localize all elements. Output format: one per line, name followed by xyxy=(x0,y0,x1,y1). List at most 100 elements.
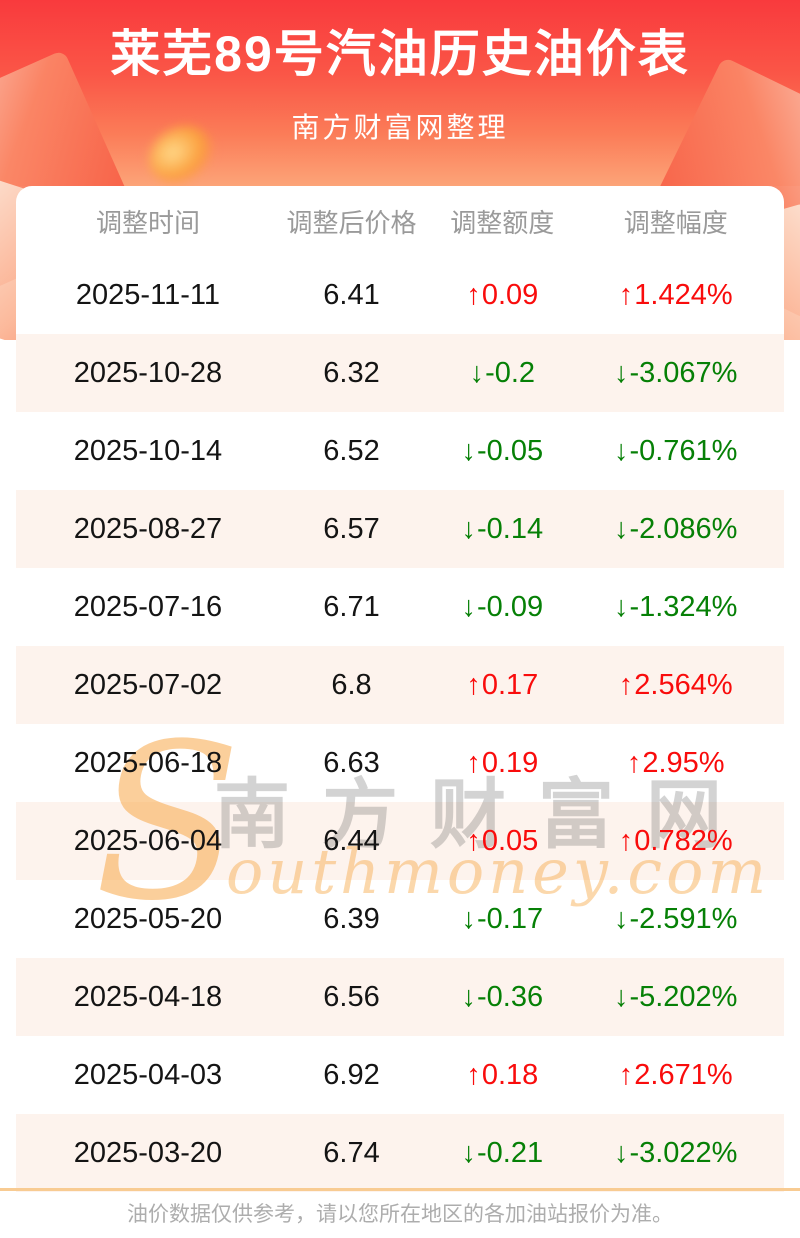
trend-arrow-icon: ↓ xyxy=(461,590,477,623)
cell-price: 6.57 xyxy=(323,512,380,545)
cell-price: 6.56 xyxy=(323,980,380,1013)
cell-pct: ↓-5.202% xyxy=(581,981,770,1014)
column-header-date: 调整时间 xyxy=(95,207,200,238)
trend-arrow-icon: ↑ xyxy=(618,824,634,857)
page-title: 莱芜89号汽油历史油价表 xyxy=(110,26,690,82)
trend-arrow-icon: ↓ xyxy=(613,512,629,545)
trend-arrow-icon: ↓ xyxy=(613,1136,629,1169)
trend-arrow-icon: ↑ xyxy=(466,278,481,311)
table-header-row: 调整时间 调整后价格 调整额度 调整幅度 xyxy=(16,186,784,256)
table-row: 2025-11-11 6.41 ↑0.09 ↑1.424% xyxy=(16,256,784,334)
change-value: -0.36 xyxy=(477,980,544,1013)
cell-pct: ↓-2.591% xyxy=(581,903,770,936)
cell-change: ↑0.18 xyxy=(423,1059,581,1092)
trend-arrow-icon: ↓ xyxy=(461,980,477,1013)
cell-price: 6.92 xyxy=(323,1058,380,1091)
trend-arrow-icon: ↑ xyxy=(466,1058,481,1091)
cell-price: 6.63 xyxy=(323,746,380,779)
cell-change: ↑0.19 xyxy=(423,747,581,780)
trend-arrow-icon: ↓ xyxy=(461,434,477,467)
footer-disclaimer: 油价数据仅供参考，请以您所在地区的各加油站报价为准。 xyxy=(127,1203,673,1226)
cell-change: ↓-0.05 xyxy=(423,435,581,468)
cell-date: 2025-07-02 xyxy=(73,668,223,701)
pct-value: -0.761% xyxy=(629,434,738,467)
trend-arrow-icon: ↑ xyxy=(626,746,642,779)
cell-pct: ↓-3.067% xyxy=(581,357,770,390)
cell-date: 2025-06-04 xyxy=(73,824,223,857)
change-value: 0.19 xyxy=(481,746,539,779)
cell-change: ↑0.05 xyxy=(423,825,581,858)
cell-pct: ↑2.95% xyxy=(581,747,770,780)
trend-arrow-icon: ↑ xyxy=(466,668,481,701)
column-header-change: 调整额度 xyxy=(450,207,555,238)
pct-value: 2.95% xyxy=(642,746,725,779)
cell-date: 2025-04-03 xyxy=(73,1058,223,1091)
cell-price: 6.71 xyxy=(323,590,380,623)
cell-change: ↓-0.36 xyxy=(423,981,581,1014)
trend-arrow-icon: ↓ xyxy=(613,590,629,623)
cell-change: ↓-0.21 xyxy=(423,1137,581,1170)
cell-pct: ↑1.424% xyxy=(581,279,770,312)
trend-arrow-icon: ↓ xyxy=(461,902,477,935)
table-row: 2025-08-27 6.57 ↓-0.14 ↓-2.086% xyxy=(16,490,784,568)
price-table-card: 调整时间 调整后价格 调整额度 调整幅度 S 南方财富网 outhmoney.c… xyxy=(16,186,784,1192)
pct-value: -3.022% xyxy=(629,1136,738,1169)
pct-value: 1.424% xyxy=(634,278,733,311)
pct-value: 0.782% xyxy=(634,824,733,857)
cell-pct: ↑0.782% xyxy=(581,825,770,858)
column-header-pct: 调整幅度 xyxy=(623,207,728,238)
pct-value: -2.086% xyxy=(629,512,738,545)
pct-value: -5.202% xyxy=(629,980,738,1013)
trend-arrow-icon: ↓ xyxy=(461,1136,477,1169)
cell-pct: ↓-3.022% xyxy=(581,1137,770,1170)
trend-arrow-icon: ↓ xyxy=(613,356,629,389)
table-row: 2025-07-02 6.8 ↑0.17 ↑2.564% xyxy=(16,646,784,724)
cell-pct: ↓-2.086% xyxy=(581,513,770,546)
table-row: 2025-07-16 6.71 ↓-0.09 ↓-1.324% xyxy=(16,568,784,646)
cell-date: 2025-10-28 xyxy=(73,356,223,389)
cell-price: 6.32 xyxy=(323,356,380,389)
table-row: 2025-10-14 6.52 ↓-0.05 ↓-0.761% xyxy=(16,412,784,490)
table-row: 2025-03-20 6.74 ↓-0.21 ↓-3.022% xyxy=(16,1114,784,1192)
cell-pct: ↓-0.761% xyxy=(581,435,770,468)
cell-date: 2025-11-11 xyxy=(75,278,220,311)
cell-date: 2025-04-18 xyxy=(73,980,223,1013)
table-row: 2025-04-03 6.92 ↑0.18 ↑2.671% xyxy=(16,1036,784,1114)
table-row: 2025-05-20 6.39 ↓-0.17 ↓-2.591% xyxy=(16,880,784,958)
change-value: -0.17 xyxy=(477,902,544,935)
cell-date: 2025-06-18 xyxy=(73,746,223,779)
change-value: -0.21 xyxy=(477,1136,544,1169)
change-value: 0.09 xyxy=(481,278,539,311)
cell-date: 2025-10-14 xyxy=(73,434,223,467)
cell-change: ↓-0.2 xyxy=(423,357,581,390)
cell-date: 2025-08-27 xyxy=(73,512,223,545)
cell-date: 2025-07-16 xyxy=(73,590,223,623)
cell-date: 2025-03-20 xyxy=(73,1136,223,1169)
cell-price: 6.44 xyxy=(323,824,380,857)
trend-arrow-icon: ↑ xyxy=(618,668,634,701)
pct-value: -1.324% xyxy=(629,590,738,623)
change-value: 0.18 xyxy=(481,1058,539,1091)
trend-arrow-icon: ↑ xyxy=(618,278,634,311)
trend-arrow-icon: ↓ xyxy=(613,902,629,935)
cell-change: ↑0.09 xyxy=(423,279,581,312)
footer-divider xyxy=(0,1188,800,1191)
cell-price: 6.39 xyxy=(323,902,380,935)
trend-arrow-icon: ↓ xyxy=(613,980,629,1013)
trend-arrow-icon: ↓ xyxy=(469,356,485,389)
column-header-price: 调整后价格 xyxy=(286,207,417,238)
table-row: 2025-06-18 6.63 ↑0.19 ↑2.95% xyxy=(16,724,784,802)
cell-change: ↓-0.17 xyxy=(423,903,581,936)
cell-date: 2025-05-20 xyxy=(73,902,223,935)
page-subtitle: 南方财富网整理 xyxy=(291,112,509,143)
table-body: S 南方财富网 outhmoney.com 2025-11-11 6.41 ↑0… xyxy=(16,256,784,1192)
cell-price: 6.8 xyxy=(331,668,372,701)
trend-arrow-icon: ↓ xyxy=(461,512,477,545)
cell-price: 6.52 xyxy=(323,434,380,467)
pct-value: -3.067% xyxy=(629,356,738,389)
trend-arrow-icon: ↑ xyxy=(618,1058,634,1091)
cell-pct: ↑2.564% xyxy=(581,669,770,702)
cell-change: ↓-0.14 xyxy=(423,513,581,546)
change-value: 0.17 xyxy=(481,668,539,701)
cell-pct: ↓-1.324% xyxy=(581,591,770,624)
